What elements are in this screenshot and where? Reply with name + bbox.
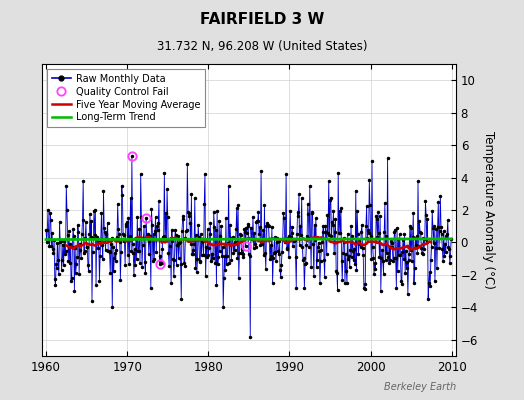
Y-axis label: Temperature Anomaly (°C): Temperature Anomaly (°C) <box>482 131 495 289</box>
Text: Berkeley Earth: Berkeley Earth <box>384 382 456 392</box>
Text: 31.732 N, 96.208 W (United States): 31.732 N, 96.208 W (United States) <box>157 40 367 53</box>
Legend: Raw Monthly Data, Quality Control Fail, Five Year Moving Average, Long-Term Tren: Raw Monthly Data, Quality Control Fail, … <box>47 69 205 127</box>
Text: FAIRFIELD 3 W: FAIRFIELD 3 W <box>200 12 324 27</box>
